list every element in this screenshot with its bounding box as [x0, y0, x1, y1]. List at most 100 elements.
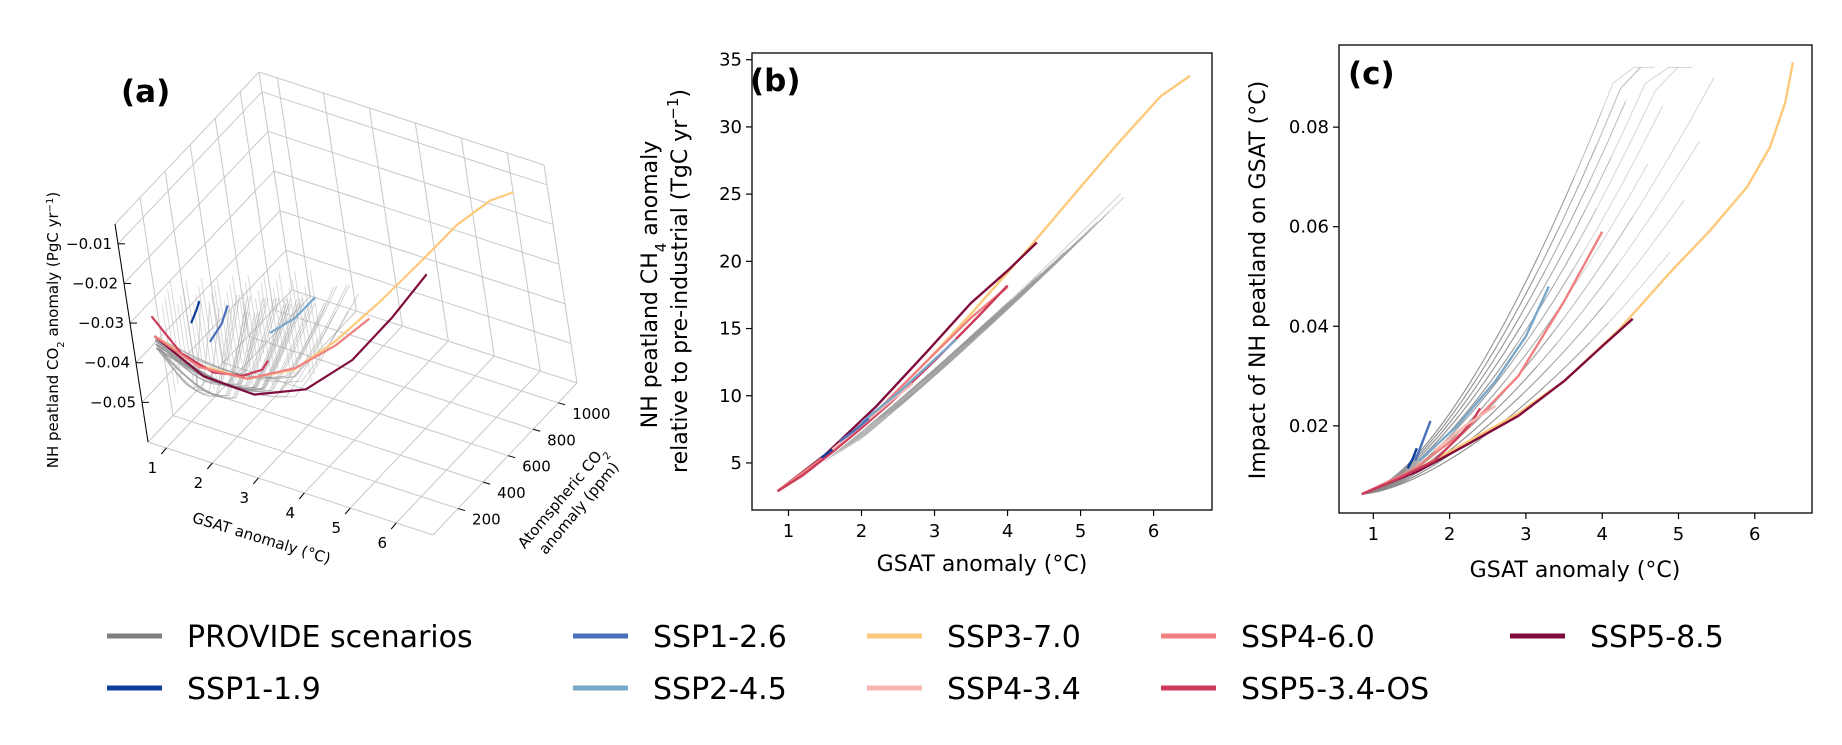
provide-line — [1361, 67, 1679, 495]
z-tick-label: −0.02 — [72, 274, 118, 292]
panel-a-ticks: 1 2 3 4 5 6 200 400 600 800 1000 −0.01 −0.02 −0.03 −0.… — [66, 223, 610, 552]
pane-edge — [543, 164, 578, 384]
pane-edge — [258, 71, 545, 166]
back-wall-grid-line — [261, 91, 548, 186]
provide-line — [1361, 385, 1546, 495]
provide-line — [1361, 293, 1614, 495]
panel-b-plot: 1 2 3 4 5 6 5 10 15 20 25 30 35 (b) GSAT anomaly (°C… — [638, 50, 1213, 577]
provide-line — [1361, 240, 1580, 495]
provide-line — [1361, 320, 1563, 495]
floor-grid-line — [349, 355, 495, 509]
floor-grid-line — [172, 415, 459, 510]
provide-line — [1361, 67, 1641, 495]
provide-line — [223, 300, 237, 381]
x-tick-label: 6 — [1749, 524, 1760, 545]
provide-line — [1361, 76, 1715, 495]
provide-line — [929, 221, 1098, 379]
side-wall-grid-line — [123, 131, 269, 284]
series-line-ssp4-6-0 — [1361, 231, 1604, 496]
x-tick-mark — [390, 522, 397, 530]
x-tick-label: 4 — [1596, 524, 1607, 545]
provide-line — [848, 358, 952, 448]
z-tick-label: −0.04 — [84, 354, 130, 372]
provide-line — [154, 305, 210, 392]
back-wall-grid-line — [460, 137, 495, 357]
provide-line — [936, 256, 1062, 373]
panel-b-label: (b) — [750, 63, 801, 99]
provide-line — [1361, 366, 1538, 495]
provide-line — [856, 333, 982, 443]
provide-line — [980, 215, 1106, 334]
provide-line — [937, 339, 975, 374]
provide-line — [155, 303, 315, 392]
y-tick-label: 15 — [719, 319, 742, 340]
series-line-ssp5-8-5 — [776, 241, 1038, 493]
provide-line — [1361, 163, 1649, 495]
x-tick-mark — [298, 492, 305, 500]
provide-line — [961, 252, 1065, 349]
series-line-ssp1-1-9 — [1406, 447, 1418, 469]
provide-line — [1361, 255, 1583, 495]
provide-line — [844, 399, 904, 450]
provide-line — [1361, 377, 1501, 495]
side-wall-grid-line — [141, 250, 287, 403]
provide-line — [155, 307, 220, 395]
provide-line — [154, 294, 241, 384]
y-tick-label: 30 — [719, 117, 742, 138]
provide-line — [1361, 342, 1590, 495]
series-line-ssp5-8-5 — [153, 273, 428, 396]
x-tick-mark — [252, 477, 259, 485]
provide-line — [984, 232, 1088, 331]
y-tick-label: 0.04 — [1289, 316, 1329, 337]
provide-line — [154, 295, 251, 386]
panel-b-ylabel: NH peatland CH4 anomaly relative to pre-… — [638, 89, 693, 473]
back-wall-grid-line — [368, 107, 403, 327]
provide-line — [263, 273, 279, 369]
provide-line — [828, 312, 997, 459]
provide-line — [1361, 252, 1671, 495]
panel-c-series — [1361, 62, 1795, 496]
panel-a-label: (a) — [121, 74, 170, 110]
provide-line — [257, 290, 274, 386]
provide-line — [1361, 105, 1664, 495]
floor-grid-line — [257, 325, 403, 479]
legend-label-ssp3-7-0: SSP3-7.0 — [947, 620, 1081, 655]
provide-line — [1361, 437, 1483, 495]
provide-line — [1361, 305, 1604, 495]
z-tick-label: −0.03 — [78, 314, 124, 332]
series-line-ssp1-2-6 — [838, 417, 870, 443]
provide-line — [876, 289, 1024, 421]
x-tick-mark — [344, 507, 351, 515]
series-line-ssp4-6-0 — [776, 285, 1009, 493]
provide-line — [904, 369, 942, 403]
floor-grid-line — [273, 309, 559, 404]
provide-line — [1361, 415, 1460, 495]
provide-line — [244, 283, 259, 371]
provide-line — [1361, 402, 1466, 495]
pane-edge — [432, 382, 578, 536]
provide-line — [254, 298, 265, 354]
provide-line — [208, 301, 221, 374]
provide-line — [273, 288, 284, 353]
y-tick-mark — [533, 428, 541, 432]
provide-line — [1361, 102, 1626, 495]
provide-line — [1361, 210, 1586, 495]
provide-line — [1361, 324, 1523, 495]
provide-line — [304, 286, 318, 367]
series-line-ssp1-2-6 — [208, 305, 229, 343]
provide-line — [1361, 156, 1612, 495]
y-tick-label: 0.06 — [1289, 217, 1329, 238]
provide-line — [948, 322, 987, 357]
provide-line — [260, 281, 276, 378]
back-wall-grid-line — [285, 249, 572, 344]
provide-line — [888, 280, 1035, 413]
y-tick-label: 600 — [522, 458, 551, 476]
provide-line — [969, 224, 1095, 343]
y-tick-mark — [558, 402, 566, 406]
y-tick-label: 25 — [719, 184, 742, 205]
legend-label-ssp2-4-5: SSP2-4.5 — [653, 672, 787, 707]
provide-line — [154, 284, 348, 380]
x-tick-label: 5 — [1673, 524, 1684, 545]
provide-line — [226, 292, 240, 372]
provide-line — [900, 353, 960, 406]
